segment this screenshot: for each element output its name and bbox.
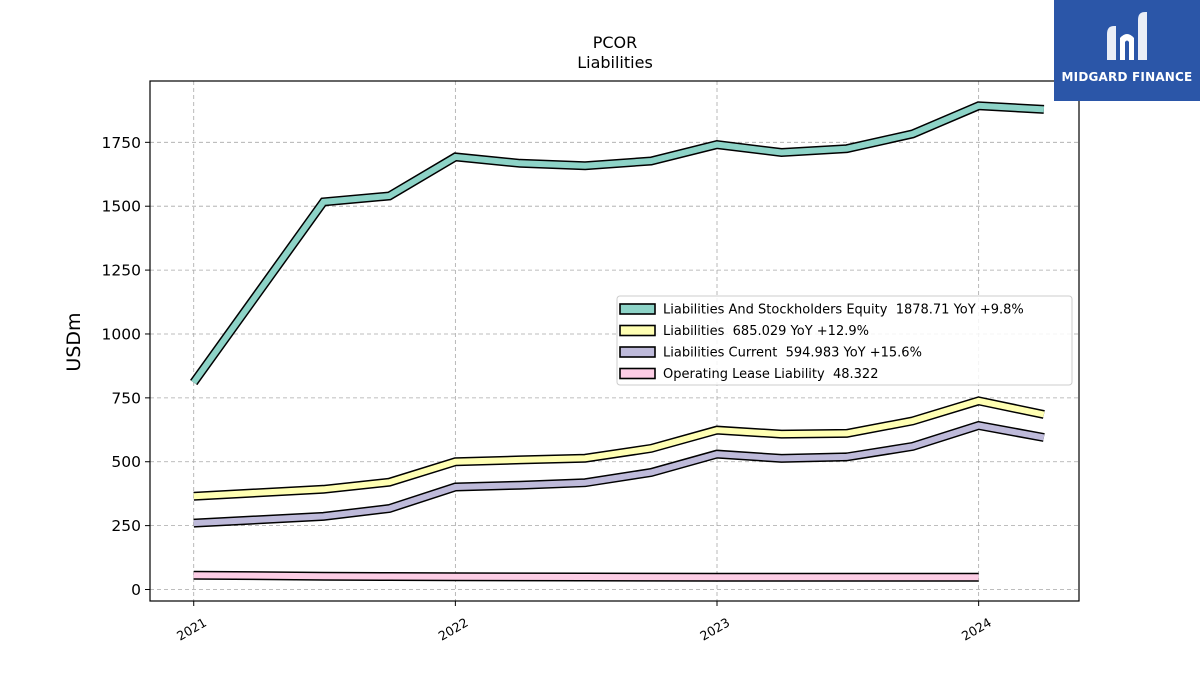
series-liabilities-and-stockholders-equity: [190, 101, 1045, 386]
legend: Liabilities And Stockholders Equity 1878…: [616, 295, 1073, 386]
y-tick-label: 1250: [102, 262, 141, 280]
legend-entry: Liabilities 685.029 YoY +12.9%: [663, 324, 869, 339]
series-line: [193, 397, 1045, 500]
chart-title: PCOR: [593, 33, 638, 52]
series-operating-lease-liability: [193, 570, 979, 582]
legend-swatch: [619, 324, 656, 337]
y-axis-label: USDm: [63, 312, 85, 371]
brand-logo: MIDGARD FINANCE: [1054, 0, 1200, 101]
x-tick-label: 2023: [697, 615, 732, 644]
legend-entry: Operating Lease Liability 48.322: [663, 367, 878, 382]
y-tick-label: 0: [131, 581, 141, 599]
legend-swatch: [619, 303, 656, 315]
midgard-logo-icon: [1107, 12, 1147, 60]
series-line: [193, 422, 1045, 527]
legend-box: [616, 295, 1073, 386]
plot-frame: [149, 80, 1080, 602]
series-line: [191, 102, 1045, 385]
y-tick-label: 1500: [102, 198, 141, 216]
series-line-outline: [193, 420, 1045, 528]
legend-swatch: [619, 367, 656, 380]
series-liabilities: [193, 396, 1045, 501]
x-tick-label: 2021: [174, 615, 209, 644]
brand-name: MIDGARD FINANCE: [1061, 70, 1193, 84]
series-layer: [190, 101, 1045, 582]
legend-entry: Liabilities Current 594.983 YoY +15.6%: [663, 346, 922, 361]
series-liabilities-current: [193, 420, 1045, 528]
y-tick-label: 1000: [102, 325, 141, 343]
x-tick-label: 2022: [436, 615, 471, 644]
grid-lines: [150, 81, 1079, 601]
legend-swatch: [619, 346, 656, 358]
legend-entry: Liabilities And Stockholders Equity 1878…: [663, 303, 1024, 318]
axis-ticks: 0 250 500 750 1000 1250 1500 1750 2021 2022 2023 20…: [102, 134, 994, 644]
x-tick-label: 2024: [959, 615, 994, 644]
series-line: [193, 572, 979, 581]
chart-subtitle: Liabilities: [577, 53, 653, 72]
y-tick-label: 1750: [102, 134, 141, 152]
y-tick-label: 750: [111, 389, 141, 407]
y-tick-label: 500: [111, 453, 141, 471]
y-tick-label: 250: [111, 517, 141, 535]
